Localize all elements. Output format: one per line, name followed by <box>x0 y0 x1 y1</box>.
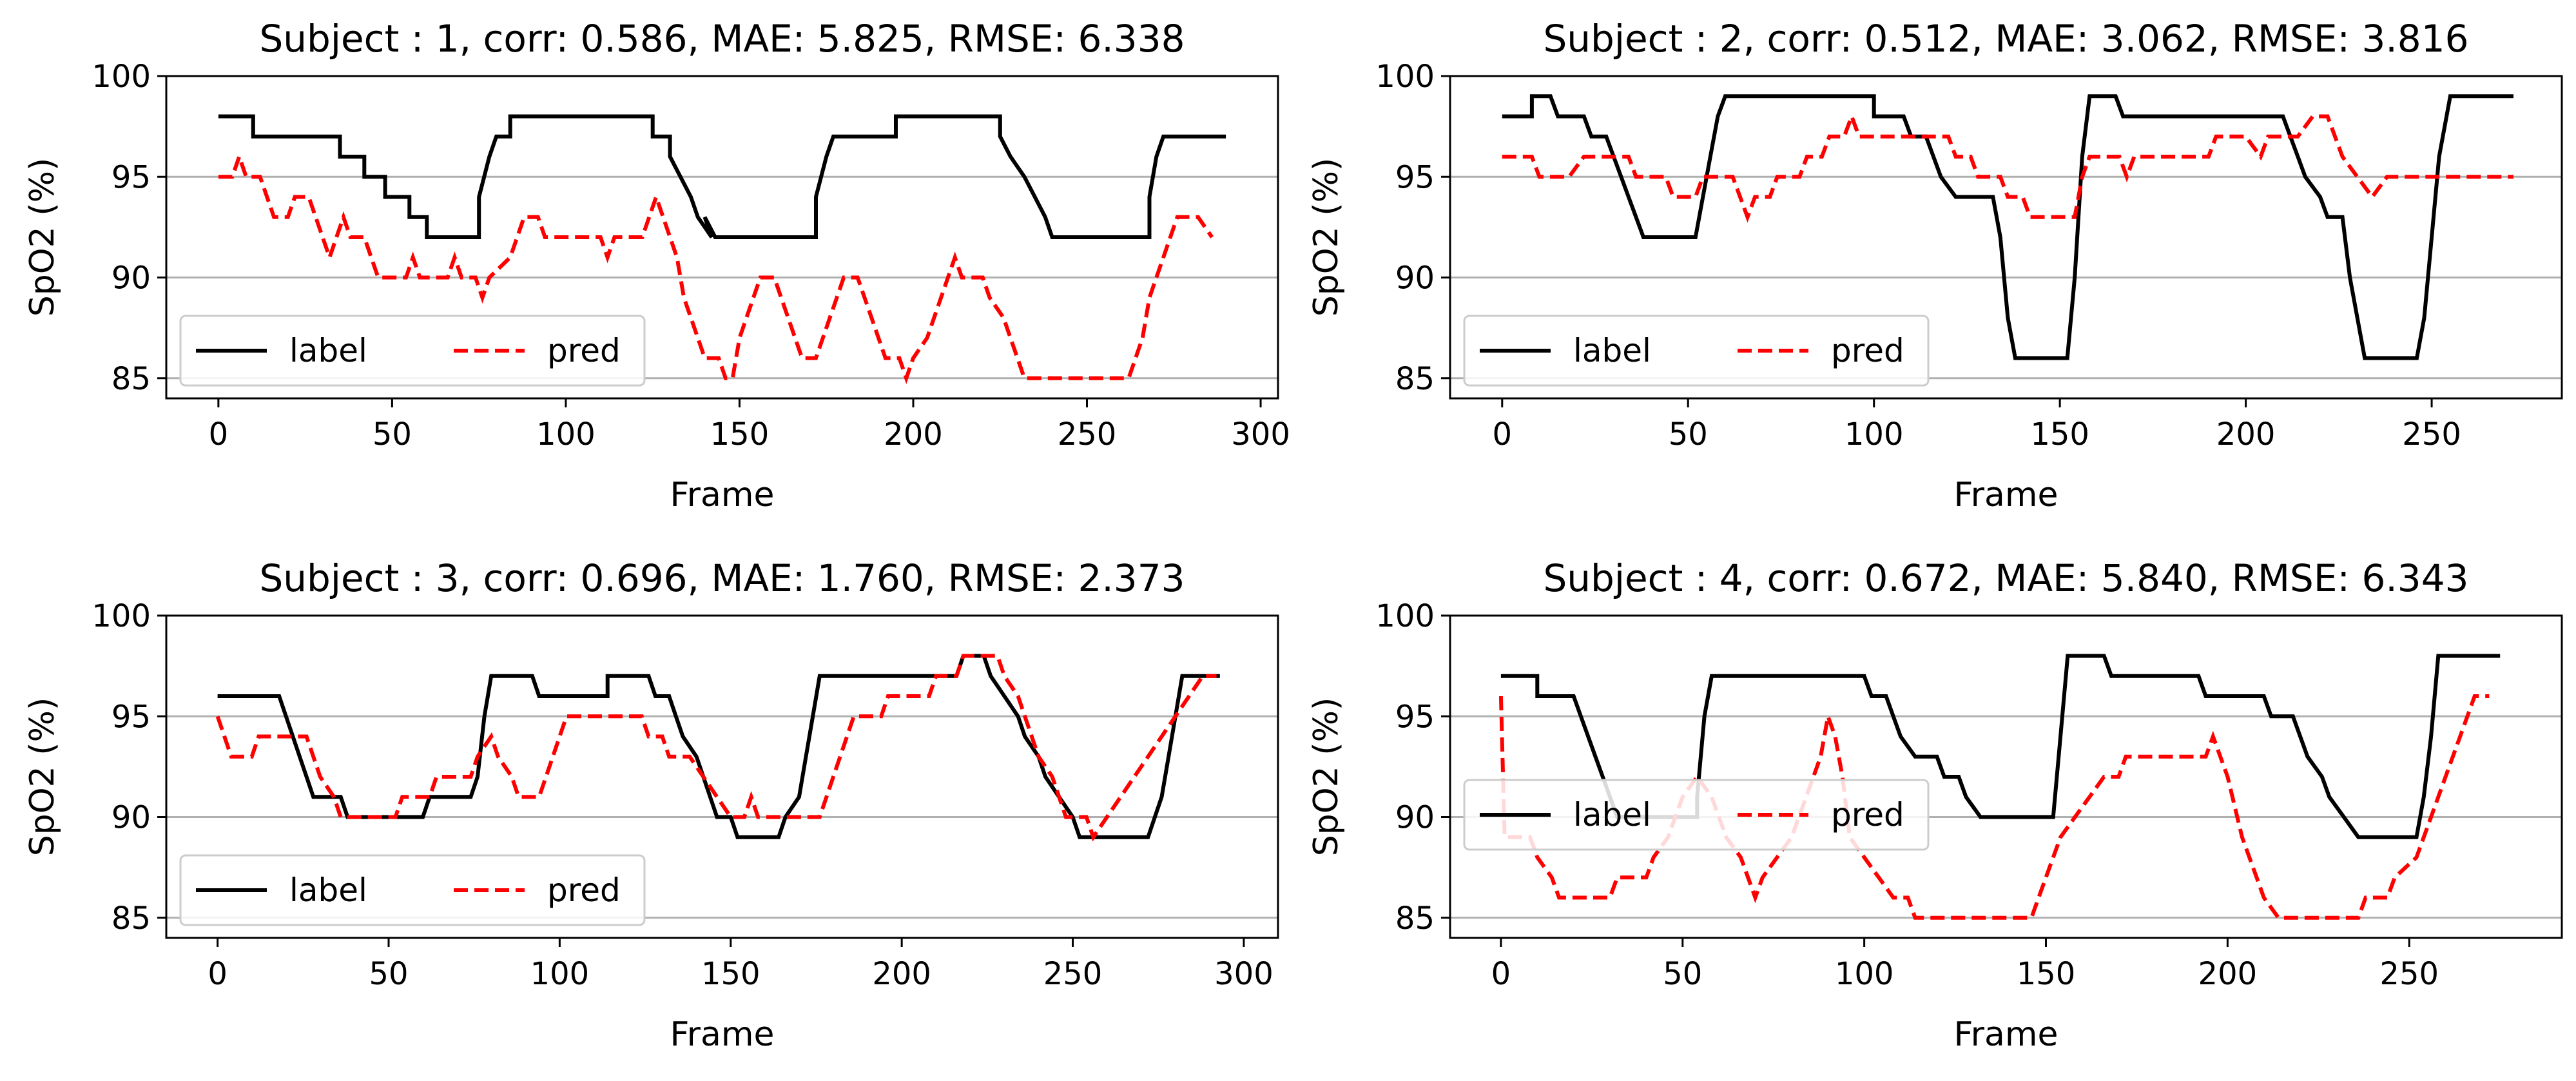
legend-label-pred: pred <box>547 872 621 909</box>
legend-label-label: label <box>289 332 367 369</box>
legend-box <box>179 315 646 387</box>
x-tick-label: 50 <box>369 956 408 992</box>
x-tick-label: 50 <box>1663 956 1702 992</box>
x-tick-label: 300 <box>1231 416 1290 453</box>
chart-panel-4: Subject : 4, corr: 0.672, MAE: 5.840, RM… <box>1307 556 2563 1054</box>
y-tick-label: 85 <box>1395 361 1435 397</box>
series-line-pred <box>1498 694 2490 920</box>
legend-label-label: label <box>289 872 367 909</box>
y-tick-label: 90 <box>1395 260 1435 297</box>
y-axis-label: SpO2 (%) <box>23 158 62 317</box>
y-tick-label: 85 <box>1395 901 1435 937</box>
plot-frame <box>165 75 1279 400</box>
y-tick-label: 90 <box>111 800 151 836</box>
x-axis-label: Frame <box>670 1015 774 1054</box>
legend: label pred <box>1463 779 1930 851</box>
chart-title: Subject : 2, corr: 0.512, MAE: 3.062, RM… <box>1543 17 2468 61</box>
plot-frame <box>165 614 1279 939</box>
chart-title: Subject : 3, corr: 0.696, MAE: 1.760, RM… <box>259 556 1185 600</box>
x-tick-label: 100 <box>536 416 596 453</box>
y-tick-label: 95 <box>1395 699 1435 735</box>
series-line-label <box>218 114 1226 239</box>
y-tick-label: 90 <box>111 260 151 297</box>
y-tick-label: 100 <box>92 59 151 95</box>
chart-panel-2: Subject : 2, corr: 0.512, MAE: 3.062, RM… <box>1307 17 2563 514</box>
x-tick-label: 250 <box>2379 956 2439 992</box>
legend-box <box>1463 779 1930 851</box>
legend-box <box>1463 315 1930 387</box>
x-tick-label: 0 <box>1492 416 1512 453</box>
y-axis-label: SpO2 (%) <box>1307 158 1346 317</box>
x-tick-label: 50 <box>1669 416 1708 453</box>
y-tick-label: 90 <box>1395 800 1435 836</box>
legend-label-pred: pred <box>1831 796 1904 833</box>
legend: label pred <box>1463 315 1930 387</box>
x-axis-label: Frame <box>1953 1015 2058 1054</box>
legend-box <box>179 854 646 926</box>
series-line-pred <box>1502 110 2513 223</box>
series-line-pred <box>215 654 1217 842</box>
y-axis-label: SpO2 (%) <box>23 697 62 857</box>
x-tick-label: 200 <box>872 956 931 992</box>
y-tick-label: 100 <box>1375 59 1435 95</box>
y-tick-label: 95 <box>111 699 151 735</box>
chart-title: Subject : 1, corr: 0.586, MAE: 5.825, RM… <box>259 17 1185 61</box>
plot-frame <box>1449 75 2563 400</box>
y-tick-label: 100 <box>92 598 151 634</box>
x-tick-label: 200 <box>884 416 943 453</box>
x-tick-label: 0 <box>208 956 228 992</box>
x-tick-label: 250 <box>1058 416 1117 453</box>
legend-label-pred: pred <box>1831 332 1904 369</box>
x-axis-label: Frame <box>1953 476 2058 514</box>
x-tick-label: 300 <box>1214 956 1273 992</box>
x-tick-label: 150 <box>2030 416 2089 453</box>
x-axis-label: Frame <box>670 476 774 514</box>
y-axis-label: SpO2 (%) <box>1307 697 1346 857</box>
x-tick-label: 150 <box>701 956 760 992</box>
legend-label-pred: pred <box>547 332 621 369</box>
x-tick-label: 0 <box>1491 956 1511 992</box>
y-tick-label: 85 <box>111 901 151 937</box>
y-tick-label: 95 <box>111 159 151 195</box>
x-tick-label: 100 <box>1835 956 1894 992</box>
x-tick-label: 150 <box>710 416 770 453</box>
series-line-label <box>217 654 1220 839</box>
legend: label pred <box>179 315 646 387</box>
legend: label pred <box>179 854 646 926</box>
legend-label-label: label <box>1573 332 1651 369</box>
y-tick-label: 95 <box>1395 159 1435 195</box>
x-tick-label: 200 <box>2216 416 2276 453</box>
y-tick-label: 85 <box>111 361 151 397</box>
plot-frame <box>1449 614 2563 939</box>
x-tick-label: 250 <box>1043 956 1103 992</box>
legend-label-label: label <box>1573 796 1651 833</box>
y-tick-label: 100 <box>1375 598 1435 634</box>
chart-panel-1: Subject : 1, corr: 0.586, MAE: 5.825, RM… <box>23 17 1290 514</box>
x-tick-label: 100 <box>1845 416 1904 453</box>
x-tick-label: 50 <box>373 416 412 453</box>
x-tick-label: 150 <box>2017 956 2076 992</box>
series-line-label <box>1502 94 2513 360</box>
chart-title: Subject : 4, corr: 0.672, MAE: 5.840, RM… <box>1543 556 2468 600</box>
x-tick-label: 0 <box>209 416 229 453</box>
chart-panel-3: Subject : 3, corr: 0.696, MAE: 1.760, RM… <box>23 556 1279 1054</box>
x-tick-label: 250 <box>2402 416 2461 453</box>
x-tick-label: 200 <box>2198 956 2258 992</box>
x-tick-label: 100 <box>530 956 590 992</box>
series-line-pred <box>218 150 1214 384</box>
